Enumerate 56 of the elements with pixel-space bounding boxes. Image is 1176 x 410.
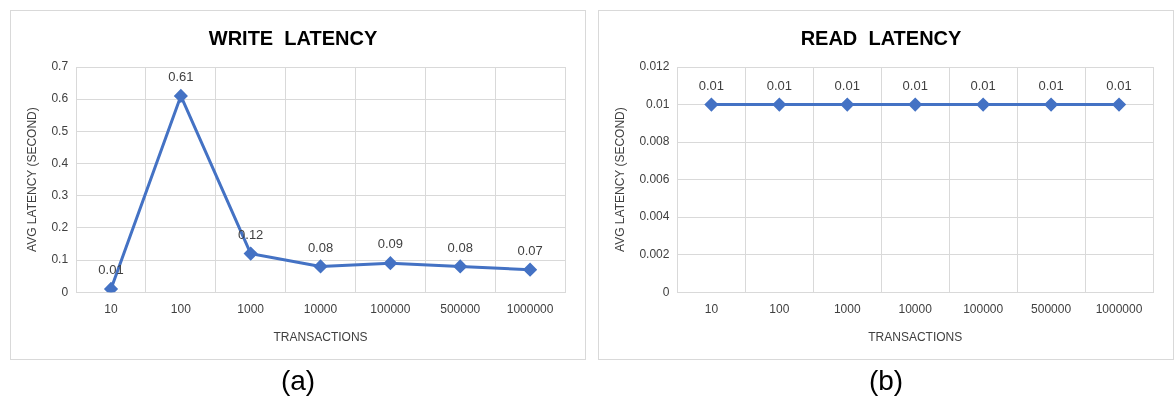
y-tick-label: 0.004	[639, 209, 670, 224]
y-axis-title: AVG LATENCY (SECOND)	[24, 107, 39, 252]
data-label: 0.07	[517, 242, 543, 258]
point	[104, 282, 118, 293]
y-tick-label: 0.3	[51, 188, 69, 202]
y-tick-label: 0.01	[646, 96, 670, 111]
chart-title: READ LATENCY	[800, 26, 963, 49]
y-tick-label: 0.6	[51, 91, 69, 106]
x-tick-label: 500000	[440, 301, 481, 316]
x-tick-label: 10000	[303, 301, 338, 316]
x-tick-label: 500000	[1031, 301, 1072, 316]
data-label: 0.01	[970, 77, 996, 93]
x-axis-title: TRANSACTIONS	[273, 330, 368, 345]
y-tick-label: 0.012	[639, 59, 670, 74]
x-tick-label: 10000	[898, 301, 933, 316]
data-label: 0.08	[447, 239, 473, 255]
y-axis-title: AVG LATENCY (SECOND)	[612, 107, 627, 252]
data-label: 0.01	[834, 77, 860, 93]
data-label: 0.08	[307, 239, 334, 255]
x-axis-title: TRANSACTIONS	[868, 330, 963, 345]
y-tick-label: 0.1	[51, 252, 69, 267]
data-label: 0.01	[766, 77, 792, 93]
y-tick-label: 0.002	[639, 246, 670, 261]
data-label: 0.01	[1038, 77, 1064, 93]
text: (b)	[867, 365, 905, 397]
y-tick-label: 0.4	[51, 155, 69, 170]
data-label: 0.61	[168, 69, 194, 85]
y-tick-label: 0.2	[51, 220, 69, 235]
x-tick-label: 100	[769, 301, 790, 316]
point	[383, 256, 397, 270]
point	[174, 89, 188, 103]
x-tick-label: 1000000	[1095, 301, 1143, 316]
y-tick-label: 0.5	[51, 123, 69, 138]
point	[453, 259, 467, 273]
x-tick-label: 1000	[833, 301, 861, 316]
y-tick-label: 0.008	[639, 134, 670, 149]
x-tick-label: 100	[170, 301, 192, 316]
data-label: 0.01	[902, 77, 928, 93]
data-label: 0.01	[1106, 77, 1132, 93]
y-tick-label: 0	[662, 284, 670, 299]
point	[244, 247, 258, 261]
x-tick-label: 100000	[370, 301, 411, 316]
data-label: 0.09	[377, 236, 404, 252]
x-tick-label: 1000	[237, 301, 265, 316]
y-tick-label: 0.006	[639, 171, 670, 186]
point	[523, 263, 537, 277]
point	[314, 259, 328, 273]
x-tick-label: 10	[704, 301, 719, 316]
text: (a)	[279, 365, 317, 397]
y-tick-label: 0	[61, 284, 69, 299]
x-tick-label: 10	[104, 301, 118, 316]
data-label: 0.01	[698, 77, 725, 93]
chart-title: WRITE LATENCY	[208, 26, 378, 49]
x-tick-label: 100000	[963, 301, 1004, 316]
y-tick-label: 0.7	[51, 59, 69, 74]
x-tick-label: 1000000	[506, 301, 554, 316]
